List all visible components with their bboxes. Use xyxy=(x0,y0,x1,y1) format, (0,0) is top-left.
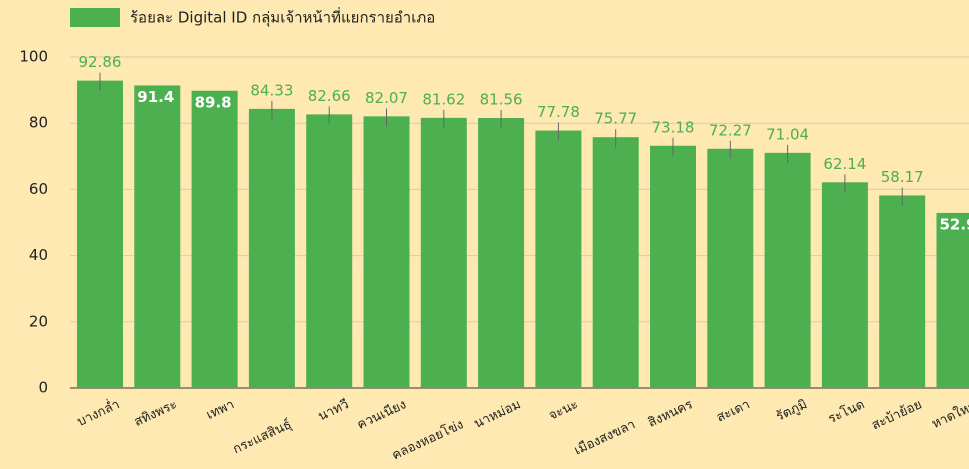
x-tick-label: หาดใหญ่ xyxy=(929,396,969,432)
bar xyxy=(77,80,123,389)
bar xyxy=(821,182,868,388)
bar xyxy=(306,114,353,389)
x-tick-label: นาทวี xyxy=(316,396,352,424)
value-label: 75.77 xyxy=(594,110,637,128)
x-tick-label: ระโนด xyxy=(826,396,867,427)
value-label: 82.07 xyxy=(365,89,408,107)
bar xyxy=(191,90,238,389)
value-label: 73.18 xyxy=(652,118,695,136)
y-tick-label: 0 xyxy=(38,379,48,397)
y-tick-label: 60 xyxy=(29,180,48,198)
bar xyxy=(363,116,410,388)
value-label: 58.17 xyxy=(881,168,924,186)
bar xyxy=(936,212,969,388)
value-label: 72.27 xyxy=(709,121,752,139)
x-tick-label: สะเดา xyxy=(714,397,752,425)
bar xyxy=(650,145,696,388)
bar xyxy=(420,117,467,388)
y-tick-label: 100 xyxy=(19,48,48,66)
value-label: 62.14 xyxy=(823,155,866,173)
value-label: 92.86 xyxy=(79,53,122,71)
bar xyxy=(879,195,926,388)
legend-swatch xyxy=(70,8,120,27)
value-label: 91.4 xyxy=(137,88,174,106)
bar xyxy=(134,85,181,388)
x-tick-label: คลองหอยโข่ง xyxy=(389,416,466,463)
x-tick-label: กระแสสินธุ์ xyxy=(230,416,294,457)
value-label: 77.78 xyxy=(537,103,580,121)
bar xyxy=(535,130,582,388)
bar xyxy=(248,108,295,388)
value-label: 89.8 xyxy=(195,93,232,111)
value-label: 71.04 xyxy=(766,125,809,143)
x-tick-label: ควนเนียง xyxy=(355,396,409,433)
bar xyxy=(592,137,639,388)
value-label: 52.9 xyxy=(940,215,969,233)
bar xyxy=(478,118,525,388)
y-tick-label: 40 xyxy=(29,246,48,264)
bar xyxy=(764,152,811,388)
value-label: 82.66 xyxy=(308,87,351,105)
x-tick-label: จะนะ xyxy=(547,397,581,423)
x-tick-label: สิงหนคร xyxy=(646,397,695,431)
x-tick-label: นาหม่อม xyxy=(472,397,523,432)
x-tick-label: สะบ้าย้อย xyxy=(870,397,925,433)
bar xyxy=(707,148,754,388)
value-label: 81.56 xyxy=(480,91,523,109)
value-label: 84.33 xyxy=(250,81,293,99)
legend-label: ร้อยละ Digital ID กลุ่มเจ้าหน้าที่แยกราย… xyxy=(130,7,435,28)
y-tick-label: 20 xyxy=(29,312,48,330)
x-tick-label: บางกล่ำ xyxy=(74,395,122,429)
x-tick-label: เทพา xyxy=(204,397,237,423)
x-tick-label: สทิงพระ xyxy=(132,397,179,430)
x-tick-label: รัตภูมิ xyxy=(774,397,810,424)
y-tick-label: 80 xyxy=(29,114,48,132)
x-tick-label: เมืองสงขลา xyxy=(572,416,638,458)
value-label: 81.62 xyxy=(422,90,465,108)
